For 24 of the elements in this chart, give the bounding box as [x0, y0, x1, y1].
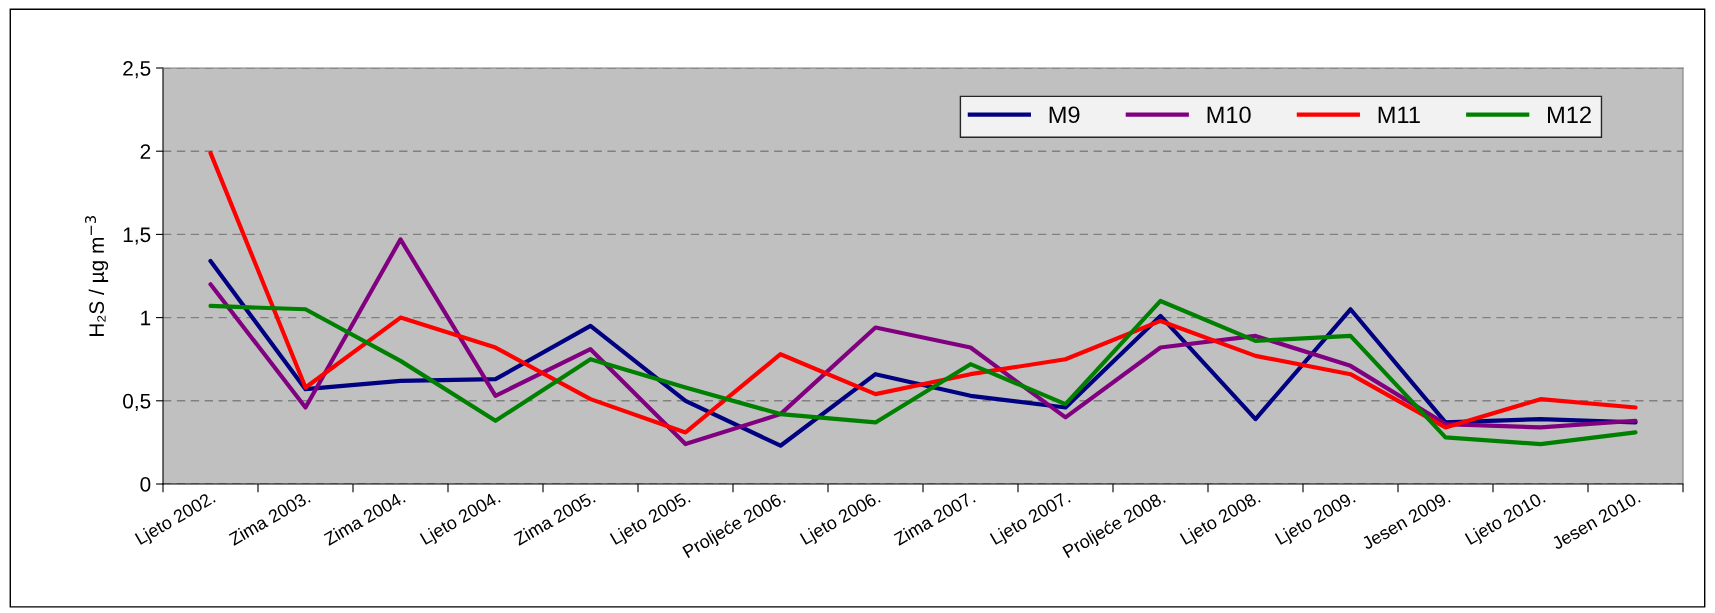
x-tick-label: Ljeto 2006.	[799, 490, 883, 549]
y-axis-title: H₂S / µg m$^{−3}$	[85, 216, 109, 337]
x-tick-label: Ljeto 2009.	[1274, 490, 1358, 549]
x-tick-label: Jesen 2010.	[1550, 490, 1641, 551]
y-tick-label: 1,5	[123, 227, 151, 245]
line-series	[208, 298, 1638, 447]
x-tick-label: Zima 2003.	[227, 490, 311, 546]
x-tick-label: Ljeto 2010.	[1464, 490, 1548, 549]
legend-label: M9	[1049, 106, 1080, 124]
x-tick-label: Ljeto 2004.	[419, 490, 503, 549]
x-tick-label: Ljeto 2008.	[1179, 490, 1263, 549]
y-tick-label: 2,5	[123, 61, 151, 79]
legend-label: M11	[1378, 106, 1420, 123]
x-tick-label: Jesen 2009.	[1360, 490, 1451, 551]
y-tick-label: 0	[140, 477, 151, 492]
legend-label: M10	[1207, 106, 1251, 124]
x-tick-label: Zima 2005.	[512, 490, 596, 546]
y-tick-label: 0,5	[123, 393, 151, 412]
y-tick-label: 1	[141, 310, 151, 326]
x-tick-label: Zima 2004.	[322, 490, 406, 546]
legend-label: M12	[1548, 106, 1591, 123]
line-series	[208, 150, 1638, 435]
x-tick-label: Zima 2007.	[892, 490, 976, 546]
y-tick-label: 2	[140, 144, 151, 159]
